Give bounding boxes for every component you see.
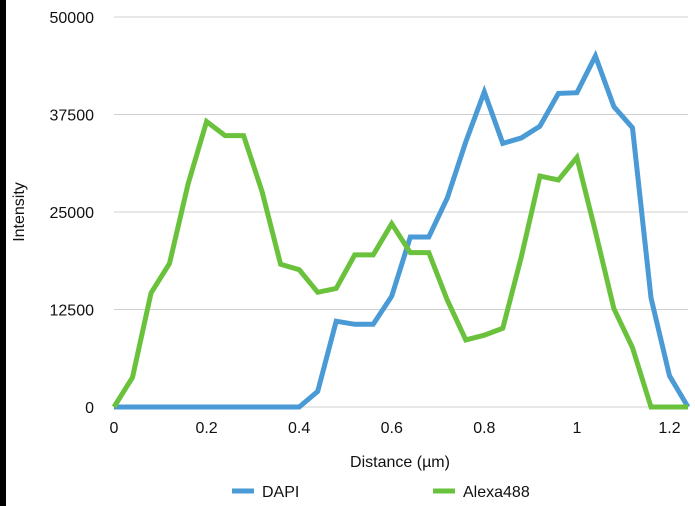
left-edge-bar — [0, 0, 6, 506]
x-tick-label: 0 — [110, 420, 119, 437]
series-line-dapi — [114, 49, 691, 410]
y-tick-label: 37500 — [50, 108, 95, 125]
legend-label: Alexa488 — [463, 484, 530, 501]
legend: DAPI Alexa488 — [232, 484, 530, 501]
y-tick-labels: 0 12500 25000 37500 50000 — [50, 10, 95, 417]
y-tick-label: 0 — [85, 400, 94, 417]
x-tick-label: 0.2 — [195, 420, 217, 437]
y-tick-label: 12500 — [50, 303, 95, 320]
x-tick-labels: 0 0.2 0.4 0.6 0.8 1 1.2 — [110, 420, 681, 437]
x-axis-label: Distance (µm) — [350, 454, 450, 471]
series-line-alexa488 — [111, 117, 688, 410]
x-tick-label: 0.4 — [288, 420, 310, 437]
y-tick-label: 50000 — [50, 10, 95, 27]
x-tick-label: 0.6 — [381, 420, 403, 437]
x-tick-label: 0.8 — [473, 420, 495, 437]
x-tick-label: 1 — [572, 420, 581, 437]
legend-label: DAPI — [262, 484, 299, 501]
x-tick-label: 1.2 — [658, 420, 680, 437]
y-tick-label: 25000 — [50, 205, 95, 222]
y-axis-label: Intensity — [11, 182, 28, 242]
series-lines — [111, 49, 691, 410]
